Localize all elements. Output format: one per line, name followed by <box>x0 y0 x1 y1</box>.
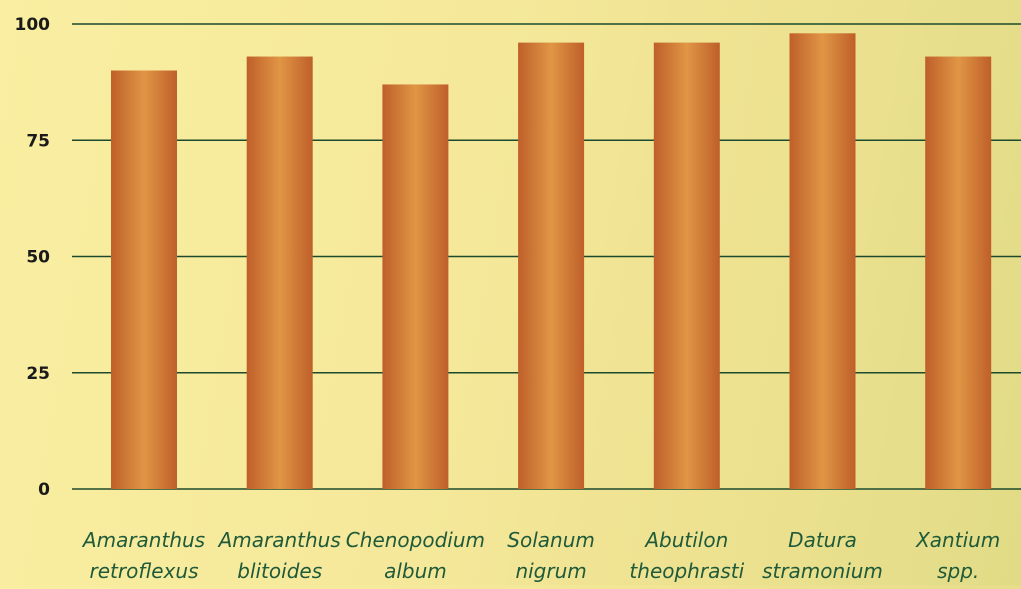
x-tick-label-2-line-1: album <box>384 559 447 583</box>
x-tick-label-6-line-0: Xantium <box>915 528 1000 552</box>
x-tick-label-4-line-0: Abutilon <box>643 528 728 552</box>
y-tick-label-75: 75 <box>26 131 50 151</box>
bar-6 <box>925 56 992 490</box>
bar-5 <box>789 33 856 490</box>
y-axis-ticks: 0 25 50 75 100 <box>15 15 51 500</box>
x-tick-label-5-line-1: stramonium <box>762 559 883 583</box>
x-tick-label-3-line-1: nigrum <box>515 559 586 583</box>
x-tick-label-3-line-0: Solanum <box>507 528 595 552</box>
y-tick-label-100: 100 <box>15 15 51 35</box>
x-tick-label-0-line-1: retroflexus <box>90 559 199 583</box>
x-tick-label-1-line-1: blitoides <box>237 559 322 583</box>
bar-2 <box>382 84 449 489</box>
x-tick-label-2-line-0: Chenopodium <box>346 528 485 552</box>
x-tick-label-1-line-0: Amaranthus <box>217 528 341 552</box>
bar-1 <box>246 56 313 490</box>
x-tick-label-4-line-1: theophrasti <box>629 559 744 583</box>
x-axis-labels: Amaranthus retroflexus Amaranthus blitoides… <box>81 528 1000 583</box>
bar-4 <box>653 42 720 489</box>
x-tick-label-0-line-0: Amaranthus <box>81 528 205 552</box>
y-tick-label-50: 50 <box>26 248 50 268</box>
x-tick-label-6-line-1: spp. <box>937 559 979 583</box>
bar-0 <box>111 70 177 489</box>
bar-3 <box>518 42 585 489</box>
y-tick-label-25: 25 <box>26 364 50 384</box>
y-tick-label-0: 0 <box>38 480 50 500</box>
bar-layer <box>111 33 992 490</box>
x-tick-label-5-line-0: Datura <box>788 528 857 552</box>
